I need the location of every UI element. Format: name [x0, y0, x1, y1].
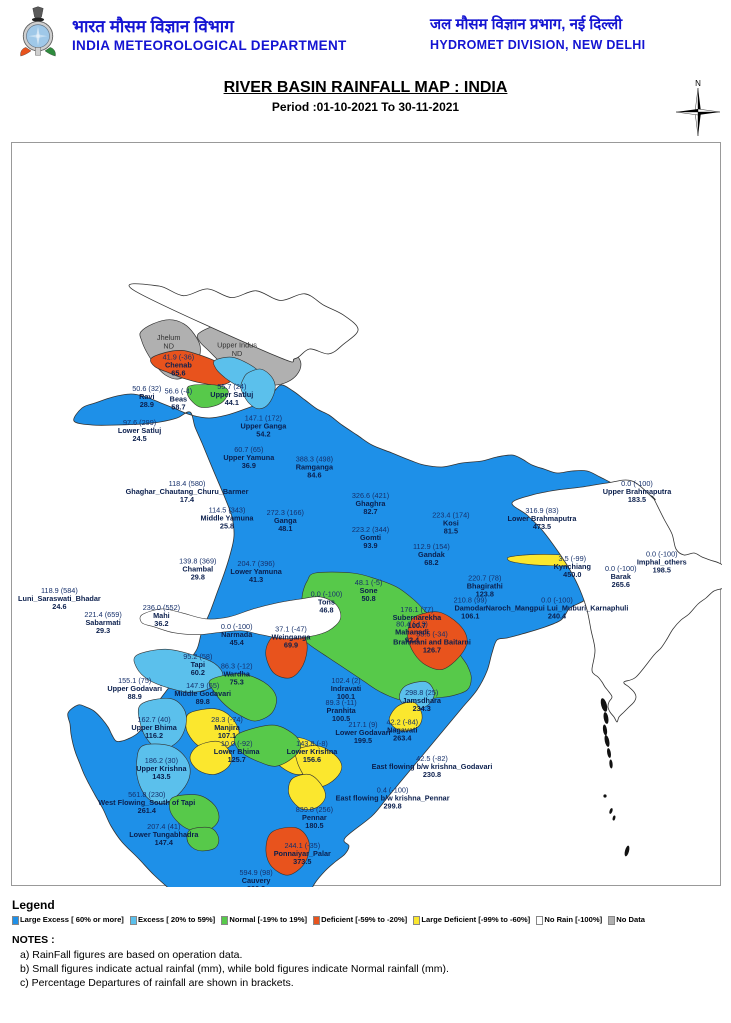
svg-text:147.4: 147.4 [155, 838, 174, 847]
svg-text:17.4: 17.4 [180, 495, 195, 504]
svg-text:263.4: 263.4 [393, 733, 412, 742]
svg-text:143.5: 143.5 [152, 772, 170, 781]
svg-text:126.7: 126.7 [423, 646, 441, 655]
svg-text:45.4: 45.4 [230, 638, 245, 647]
svg-text:88.9: 88.9 [128, 692, 142, 701]
svg-text:24.5: 24.5 [132, 434, 146, 443]
svg-text:36.2: 36.2 [154, 619, 168, 628]
svg-text:44.1: 44.1 [225, 398, 239, 407]
svg-text:198.5: 198.5 [653, 566, 671, 575]
svg-text:60.2: 60.2 [191, 668, 205, 677]
svg-text:89.8: 89.8 [196, 697, 210, 706]
svg-text:29.8: 29.8 [191, 573, 205, 582]
svg-text:156.6: 156.6 [303, 755, 321, 764]
svg-text:230.8: 230.8 [423, 770, 441, 779]
svg-text:299.8: 299.8 [383, 801, 401, 810]
svg-text:265.6: 265.6 [612, 580, 630, 589]
svg-text:41.3: 41.3 [249, 575, 263, 584]
svg-text:82.7: 82.7 [363, 507, 377, 516]
svg-text:69.9: 69.9 [284, 641, 298, 650]
svg-text:58.7: 58.7 [171, 403, 185, 412]
svg-text:300.3: 300.3 [247, 884, 265, 887]
svg-text:125.7: 125.7 [228, 755, 246, 764]
svg-text:50.8: 50.8 [361, 594, 375, 603]
svg-text:450.0: 450.0 [563, 570, 581, 579]
svg-text:180.5: 180.5 [305, 821, 323, 830]
svg-text:100.1: 100.1 [337, 692, 355, 701]
svg-text:234.3: 234.3 [413, 704, 431, 713]
svg-text:116.2: 116.2 [145, 731, 163, 740]
svg-text:75.3: 75.3 [230, 678, 244, 687]
svg-text:261.4: 261.4 [138, 806, 157, 815]
svg-text:ND: ND [232, 349, 243, 358]
svg-text:24.6: 24.6 [52, 602, 66, 611]
svg-text:65.6: 65.6 [171, 369, 185, 378]
svg-text:28.9: 28.9 [140, 400, 154, 409]
svg-text:373.5: 373.5 [293, 857, 311, 866]
svg-text:68.2: 68.2 [424, 558, 438, 567]
svg-text:36.9: 36.9 [242, 461, 256, 470]
svg-text:473.5: 473.5 [533, 522, 551, 531]
svg-text:29.3: 29.3 [96, 626, 110, 635]
svg-text:93.9: 93.9 [363, 541, 377, 550]
svg-text:46.8: 46.8 [319, 606, 333, 615]
svg-text:106.1: 106.1 [461, 612, 479, 621]
svg-text:183.5: 183.5 [628, 495, 646, 504]
svg-text:25.8: 25.8 [220, 522, 234, 531]
svg-text:ND: ND [163, 342, 174, 351]
svg-text:199.5: 199.5 [354, 736, 372, 745]
svg-text:92.4: 92.4 [405, 636, 420, 645]
svg-text:54.2: 54.2 [256, 429, 270, 438]
svg-text:81.5: 81.5 [444, 527, 458, 536]
svg-text:84.6: 84.6 [307, 471, 321, 480]
svg-text:48.1: 48.1 [278, 524, 292, 533]
svg-text:240.4: 240.4 [548, 612, 567, 621]
